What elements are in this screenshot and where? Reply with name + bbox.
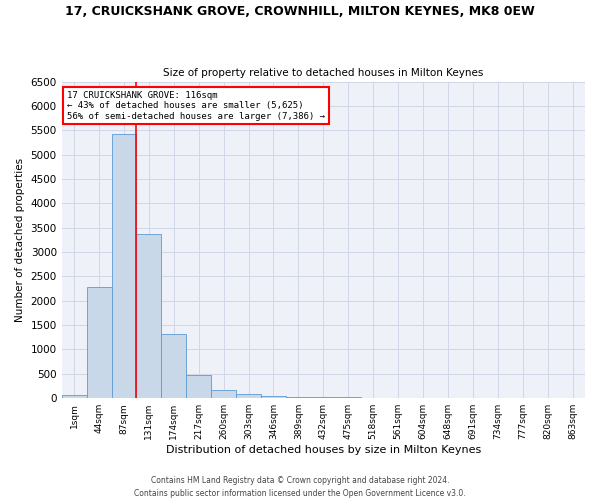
- Bar: [136, 234, 161, 398]
- Text: 17 CRUICKSHANK GROVE: 116sqm
← 43% of detached houses are smaller (5,625)
56% of: 17 CRUICKSHANK GROVE: 116sqm ← 43% of de…: [67, 91, 325, 121]
- Bar: [86, 287, 112, 398]
- Text: 17, CRUICKSHANK GROVE, CROWNHILL, MILTON KEYNES, MK8 0EW: 17, CRUICKSHANK GROVE, CROWNHILL, MILTON…: [65, 5, 535, 18]
- Bar: [186, 375, 211, 398]
- Bar: [112, 134, 136, 398]
- Bar: [236, 394, 261, 398]
- Bar: [211, 390, 236, 398]
- Y-axis label: Number of detached properties: Number of detached properties: [15, 158, 25, 322]
- Bar: [286, 396, 311, 398]
- Bar: [161, 334, 186, 398]
- Bar: [261, 396, 286, 398]
- X-axis label: Distribution of detached houses by size in Milton Keynes: Distribution of detached houses by size …: [166, 445, 481, 455]
- Text: Contains HM Land Registry data © Crown copyright and database right 2024.
Contai: Contains HM Land Registry data © Crown c…: [134, 476, 466, 498]
- Bar: [311, 397, 336, 398]
- Title: Size of property relative to detached houses in Milton Keynes: Size of property relative to detached ho…: [163, 68, 484, 78]
- Bar: [62, 394, 86, 398]
